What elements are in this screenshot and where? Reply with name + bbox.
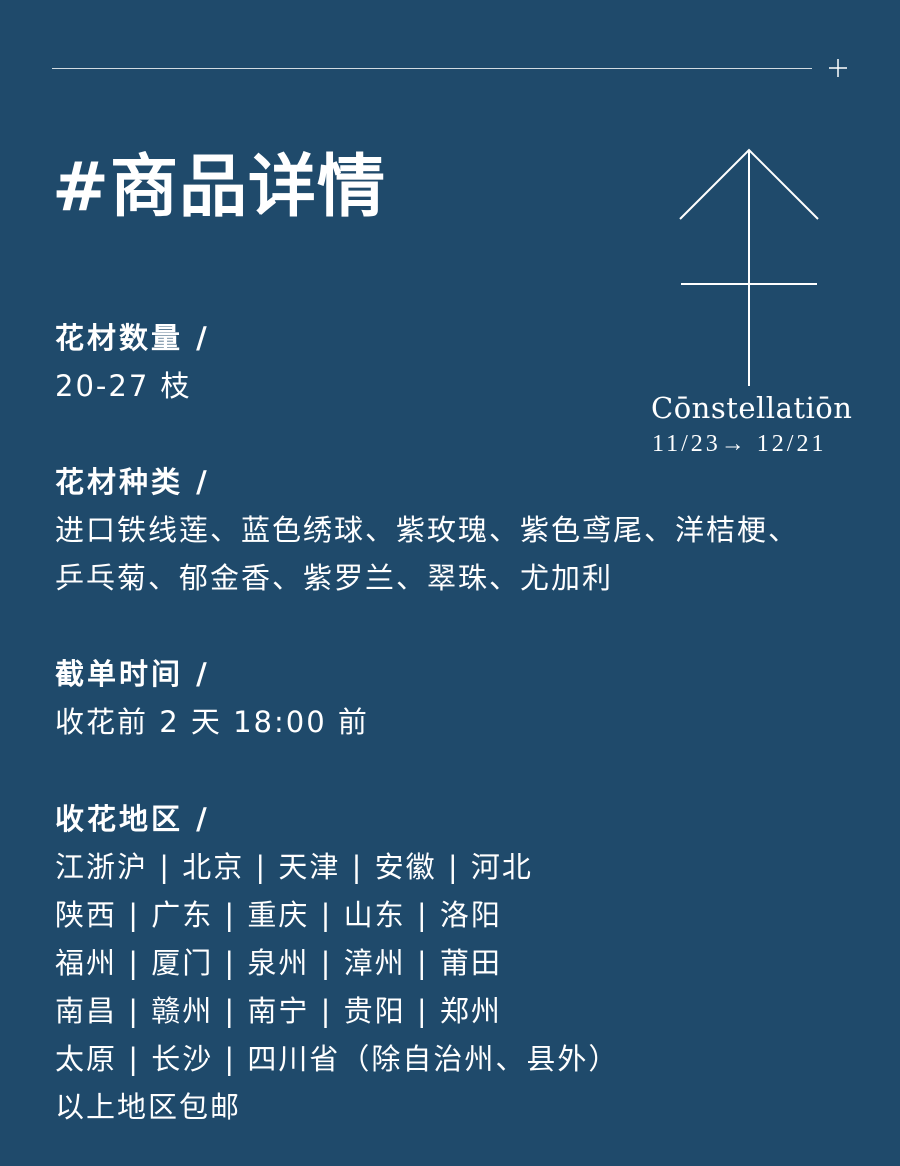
- plus-icon: [829, 59, 847, 77]
- constellation-name: Cōnstellatiōn: [651, 391, 853, 425]
- page-title: #商品详情: [52, 148, 386, 227]
- regions-section: 收花地区 / 江浙沪 | 北京 | 天津 | 安徽 | 河北 陕西 | 广东 |…: [55, 795, 619, 1131]
- deadline-value: 收花前 2 天 18:00 前: [55, 705, 369, 739]
- regions-note: 以上地区包邮: [55, 1090, 242, 1124]
- top-divider: [52, 68, 812, 69]
- quantity-value: 20-27 枝: [55, 369, 192, 403]
- deadline-section: 截单时间 / 收花前 2 天 18:00 前: [55, 650, 369, 746]
- variety-section: 花材种类 / 进口铁线莲、蓝色绣球、紫玫瑰、紫色鸢尾、洋桔梗、 乒乓菊、郁金香、…: [55, 458, 799, 602]
- variety-label: 花材种类 /: [55, 465, 210, 499]
- variety-line: 乒乓菊、郁金香、紫罗兰、翠珠、尤加利: [55, 561, 614, 595]
- deadline-label: 截单时间 /: [55, 657, 210, 691]
- regions-line: 太原 | 长沙 | 四川省（除自治州、县外）: [55, 1042, 620, 1076]
- regions-line: 福州 | 厦门 | 泉州 | 漳州 | 莆田: [55, 946, 502, 980]
- regions-line: 江浙沪 | 北京 | 天津 | 安徽 | 河北: [55, 850, 533, 884]
- sagittarius-icon: [679, 148, 819, 386]
- regions-line: 陕西 | 广东 | 重庆 | 山东 | 洛阳: [55, 898, 502, 932]
- regions-line: 南昌 | 赣州 | 南宁 | 贵阳 | 郑州: [55, 994, 502, 1028]
- regions-label: 收花地区 /: [55, 802, 210, 836]
- quantity-label: 花材数量 /: [55, 321, 210, 355]
- quantity-section: 花材数量 / 20-27 枝: [55, 314, 210, 410]
- constellation-date-range: 11/23→ 12/21: [652, 431, 827, 457]
- variety-line: 进口铁线莲、蓝色绣球、紫玫瑰、紫色鸢尾、洋桔梗、: [55, 513, 800, 547]
